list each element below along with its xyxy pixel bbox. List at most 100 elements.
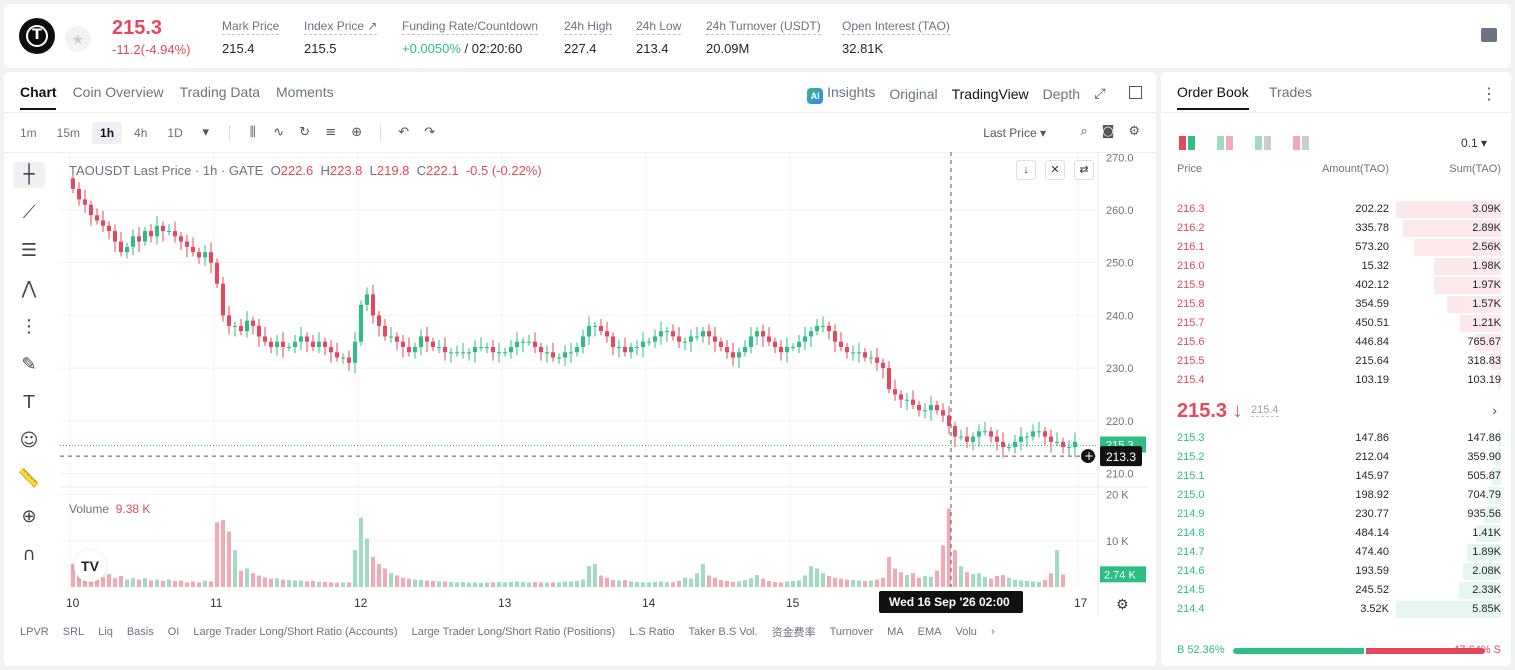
ask-row[interactable]: 215.8 354.59 1.57K bbox=[1161, 295, 1511, 314]
indicator-ls-accounts[interactable]: Large Trader Long/Short Ratio (Accounts) bbox=[193, 626, 398, 638]
fullscreen-icon[interactable] bbox=[1129, 86, 1142, 99]
candle-body bbox=[143, 231, 147, 242]
book-mode-both-icon[interactable] bbox=[1179, 136, 1195, 150]
book-mode-grid-icon[interactable] bbox=[1217, 136, 1233, 150]
candle-type-icon[interactable]: ⫼ bbox=[249, 125, 256, 140]
ask-row[interactable]: 216.3 202.22 3.09K bbox=[1161, 200, 1511, 219]
tab-coin-overview[interactable]: Coin Overview bbox=[72, 84, 164, 100]
ask-row[interactable]: 215.5 215.64 318.83 bbox=[1161, 352, 1511, 371]
indicators-icon[interactable]: ∿ bbox=[273, 125, 285, 140]
indicator-srl[interactable]: SRL bbox=[62, 626, 85, 638]
text-icon[interactable]: T bbox=[23, 392, 35, 413]
collapse-icon[interactable]: ✕ bbox=[1045, 160, 1065, 180]
candle-body bbox=[437, 346, 441, 348]
bid-row[interactable]: 215.2 212.04 359.90 bbox=[1161, 448, 1511, 467]
bid-row[interactable]: 215.1 145.97 505.87 bbox=[1161, 467, 1511, 486]
magnet-icon[interactable]: ∩ bbox=[22, 544, 36, 565]
timeframe-1m[interactable]: 1m bbox=[20, 126, 37, 140]
book-mode-asks-icon[interactable] bbox=[1293, 136, 1309, 150]
volume-bar bbox=[515, 581, 519, 587]
timeframe-15m[interactable]: 15m bbox=[56, 126, 81, 140]
indicator-ls-positions[interactable]: Large Trader Long/Short Ratio (Positions… bbox=[411, 626, 616, 638]
indicator-oi[interactable]: OI bbox=[167, 626, 180, 638]
bid-row[interactable]: 214.7 474.40 1.89K bbox=[1161, 543, 1511, 562]
ask-row[interactable]: 215.6 446.84 765.67 bbox=[1161, 333, 1511, 352]
bid-row[interactable]: 214.9 230.77 935.56 bbox=[1161, 505, 1511, 524]
timeframe-4h[interactable]: 4h bbox=[134, 126, 148, 140]
timeframe-dropdown-icon[interactable]: ▾ bbox=[202, 125, 209, 140]
search-icon[interactable]: ⌕ bbox=[1080, 124, 1088, 139]
tab-depth[interactable]: Depth bbox=[1042, 86, 1080, 102]
expand-icon[interactable]: ⤢ bbox=[1094, 85, 1106, 101]
add-alert-icon[interactable] bbox=[1081, 449, 1095, 464]
crosshair-icon[interactable]: ┼ bbox=[13, 162, 45, 188]
brush-icon[interactable]: ✎ bbox=[21, 354, 37, 375]
precision-select[interactable]: 0.1 ▾ bbox=[1460, 136, 1487, 150]
scroll-down-icon[interactable]: ↓ bbox=[1016, 160, 1036, 180]
camera-icon[interactable]: ◙ bbox=[1101, 124, 1115, 139]
indicator-ma[interactable]: MA bbox=[887, 626, 904, 638]
ruler-icon[interactable]: 📏 bbox=[17, 468, 41, 489]
trendline-icon[interactable]: ⟋ bbox=[22, 202, 36, 223]
redo-icon[interactable]: ↷ bbox=[424, 125, 436, 140]
undo-icon[interactable]: ↶ bbox=[398, 125, 410, 140]
tab-original[interactable]: Original bbox=[889, 86, 938, 102]
indicator-volume[interactable]: Volu bbox=[955, 626, 977, 638]
fib-icon[interactable]: ⋮ bbox=[20, 316, 38, 337]
indicator-turnover[interactable]: Turnover bbox=[829, 626, 874, 638]
indicator-taker-vol[interactable]: Taker B.S Vol. bbox=[688, 626, 758, 638]
stat-index-price[interactable]: Index Price ↗ 215.5 bbox=[304, 19, 378, 56]
indicator-ema[interactable]: EMA bbox=[917, 626, 942, 638]
zoom-icon[interactable]: ⊕ bbox=[21, 506, 37, 527]
axis-settings-icon[interactable]: ⚙ bbox=[1116, 597, 1129, 613]
bid-row[interactable]: 214.5 245.52 2.33K bbox=[1161, 581, 1511, 600]
bid-row[interactable]: 214.8 484.14 1.41K bbox=[1161, 524, 1511, 543]
favorite-star-icon[interactable]: ★ bbox=[65, 26, 91, 52]
gear-icon[interactable]: ⚙ bbox=[1128, 124, 1140, 139]
indicator-funding-rate[interactable]: 资金费率 bbox=[771, 627, 816, 639]
tab-moments[interactable]: Moments bbox=[276, 84, 334, 100]
chevron-right-icon[interactable]: › bbox=[990, 626, 995, 638]
indicator-lpvr[interactable]: LPVR bbox=[20, 626, 49, 638]
swap-icon[interactable]: ⇄ bbox=[1074, 160, 1094, 180]
candle-body bbox=[599, 325, 603, 332]
ask-row[interactable]: 215.9 402.12 1.97K bbox=[1161, 276, 1511, 295]
templates-icon[interactable]: ≡ bbox=[325, 125, 337, 140]
candle-body bbox=[137, 236, 141, 242]
indicator-ls-ratio[interactable]: L.S Ratio bbox=[629, 626, 675, 638]
chevron-right-icon[interactable]: › bbox=[1492, 402, 1497, 418]
bid-row[interactable]: 215.3 147.86 147.86 bbox=[1161, 429, 1511, 448]
tab-order-book[interactable]: Order Book bbox=[1177, 84, 1249, 110]
tab-trades[interactable]: Trades bbox=[1269, 84, 1313, 100]
candle-body bbox=[917, 404, 921, 411]
timeframe-1h[interactable]: 1h bbox=[92, 122, 123, 144]
tab-trading-data[interactable]: Trading Data bbox=[179, 84, 261, 100]
bid-row[interactable]: 214.6 193.59 2.08K bbox=[1161, 562, 1511, 581]
indicator-basis[interactable]: Basis bbox=[126, 626, 154, 638]
indicator-liq[interactable]: Liq bbox=[98, 626, 113, 638]
candlestick-chart[interactable]: 270.0 260.0 250.0 240.0 230.0 220.0 210.0 10 11 1… bbox=[4, 152, 1156, 622]
ask-row[interactable]: 215.4 103.19 103.19 bbox=[1161, 371, 1511, 390]
ask-row[interactable]: 215.7 450.51 1.21K bbox=[1161, 314, 1511, 333]
add-indicator-icon[interactable]: ⊕ bbox=[351, 125, 363, 140]
emoji-icon[interactable]: ☺ bbox=[19, 430, 39, 451]
replay-icon[interactable]: ↻ bbox=[299, 125, 311, 140]
book-icon[interactable] bbox=[1481, 28, 1497, 42]
tradingview-logo[interactable]: TV bbox=[74, 550, 106, 582]
ask-row[interactable]: 216.1 573.20 2.56K bbox=[1161, 238, 1511, 257]
pattern-icon[interactable]: ⋀ bbox=[21, 278, 37, 299]
ask-row[interactable]: 216.2 335.78 2.89K bbox=[1161, 219, 1511, 238]
ask-sum: 2.56K bbox=[1472, 241, 1501, 253]
horizontal-lines-icon[interactable]: ☰ bbox=[20, 240, 38, 261]
candle-body bbox=[563, 352, 567, 358]
bid-row[interactable]: 215.0 198.92 704.79 bbox=[1161, 486, 1511, 505]
tab-tradingview[interactable]: TradingView bbox=[951, 86, 1029, 102]
book-mode-bids-icon[interactable] bbox=[1255, 136, 1271, 150]
tab-chart[interactable]: Chart bbox=[20, 84, 57, 110]
more-icon[interactable]: ⋮ bbox=[1481, 86, 1497, 103]
ask-row[interactable]: 216.0 15.32 1.98K bbox=[1161, 257, 1511, 276]
timeframe-1d[interactable]: 1D bbox=[167, 126, 183, 140]
last-price-select[interactable]: Last Price ▾ bbox=[983, 126, 1046, 140]
bid-row[interactable]: 214.4 3.52K 5.85K bbox=[1161, 600, 1511, 619]
tab-insights[interactable]: AI Insights bbox=[807, 84, 875, 104]
